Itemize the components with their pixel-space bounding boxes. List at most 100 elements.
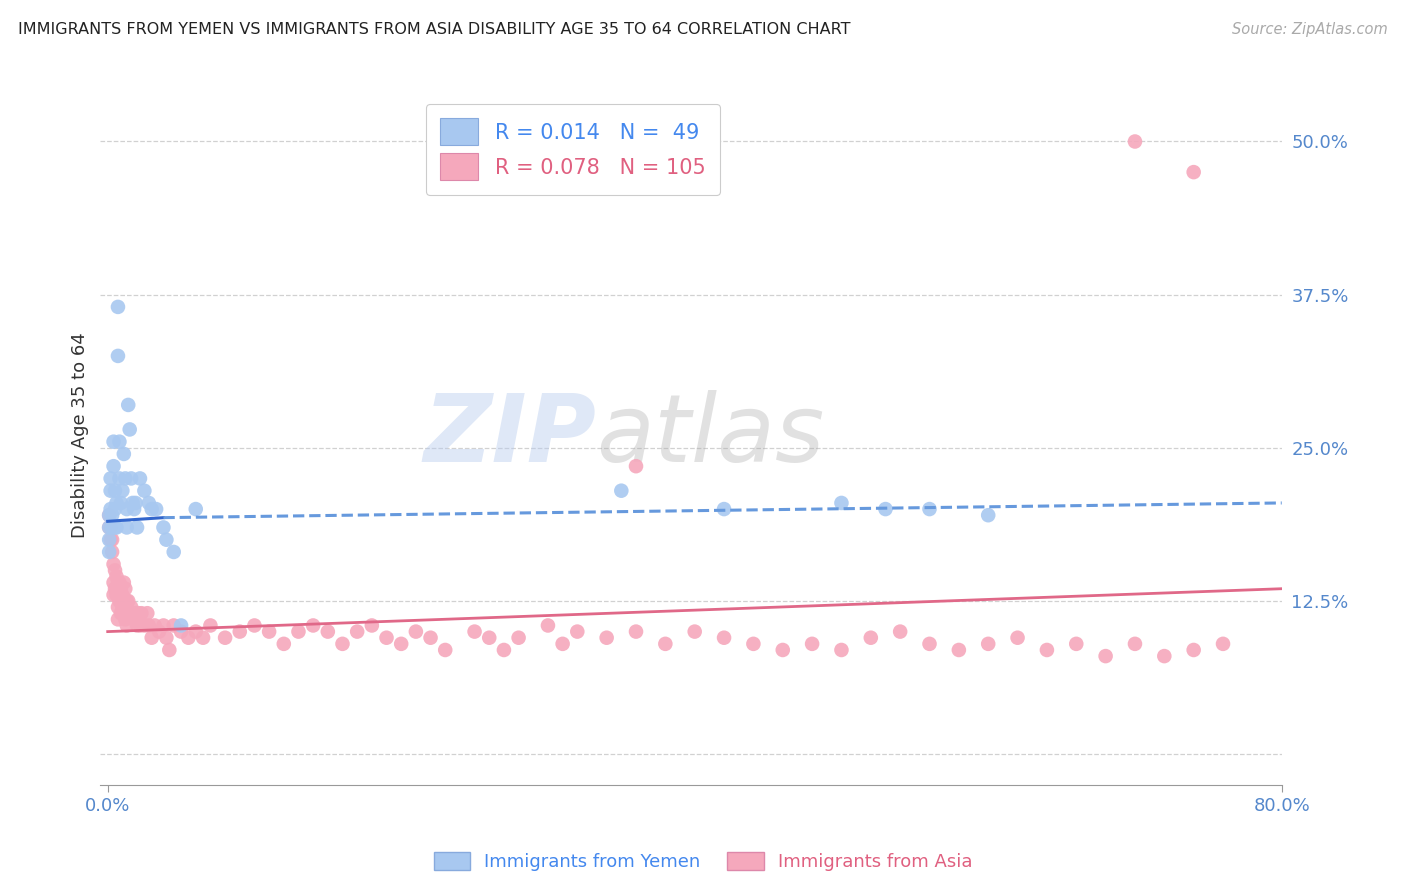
Point	[143, 618, 166, 632]
Point	[1094, 649, 1116, 664]
Point	[551, 637, 574, 651]
Point	[98, 545, 121, 559]
Point	[405, 624, 427, 639]
Point	[287, 624, 309, 639]
Point	[419, 631, 441, 645]
Point	[875, 502, 897, 516]
Point	[713, 502, 735, 516]
Point	[108, 434, 131, 449]
Point	[100, 533, 122, 547]
Point	[128, 606, 150, 620]
Point	[243, 618, 266, 632]
Point	[98, 520, 121, 534]
Point	[624, 459, 647, 474]
Point	[478, 631, 501, 645]
Point	[118, 606, 141, 620]
Point	[98, 533, 121, 547]
Point	[104, 520, 127, 534]
Point	[98, 508, 121, 523]
Point	[801, 637, 824, 651]
Point	[101, 508, 124, 523]
Point	[100, 471, 122, 485]
Point	[200, 618, 222, 632]
Point	[595, 631, 617, 645]
Point	[141, 502, 163, 516]
Point	[105, 588, 128, 602]
Point	[100, 520, 122, 534]
Point	[346, 624, 368, 639]
Point	[138, 496, 160, 510]
Point	[859, 631, 882, 645]
Point	[977, 637, 1000, 651]
Point	[434, 643, 457, 657]
Point	[375, 631, 398, 645]
Point	[229, 624, 252, 639]
Point	[1007, 631, 1029, 645]
Point	[115, 520, 138, 534]
Point	[1182, 643, 1205, 657]
Point	[105, 520, 128, 534]
Point	[100, 483, 122, 498]
Point	[1064, 637, 1087, 651]
Text: atlas: atlas	[596, 390, 825, 481]
Point	[464, 624, 486, 639]
Text: Source: ZipAtlas.com: Source: ZipAtlas.com	[1232, 22, 1388, 37]
Point	[104, 483, 127, 498]
Point	[1036, 643, 1059, 657]
Point	[108, 575, 131, 590]
Point	[98, 508, 121, 523]
Point	[1212, 637, 1234, 651]
Point	[118, 422, 141, 436]
Point	[214, 631, 236, 645]
Legend: R = 0.014   N =  49, R = 0.078   N = 105: R = 0.014 N = 49, R = 0.078 N = 105	[426, 103, 720, 194]
Point	[772, 643, 794, 657]
Point	[111, 483, 134, 498]
Point	[134, 483, 156, 498]
Point	[163, 545, 186, 559]
Point	[115, 594, 138, 608]
Point	[129, 618, 152, 632]
Text: IMMIGRANTS FROM YEMEN VS IMMIGRANTS FROM ASIA DISABILITY AGE 35 TO 64 CORRELATIO: IMMIGRANTS FROM YEMEN VS IMMIGRANTS FROM…	[18, 22, 851, 37]
Point	[103, 434, 125, 449]
Legend: Immigrants from Yemen, Immigrants from Asia: Immigrants from Yemen, Immigrants from A…	[426, 845, 980, 879]
Point	[742, 637, 765, 651]
Y-axis label: Disability Age 35 to 64: Disability Age 35 to 64	[72, 333, 89, 539]
Point	[1182, 165, 1205, 179]
Point	[107, 300, 129, 314]
Point	[918, 502, 941, 516]
Point	[177, 631, 200, 645]
Point	[108, 594, 131, 608]
Point	[138, 618, 160, 632]
Point	[129, 471, 152, 485]
Point	[100, 502, 122, 516]
Point	[124, 606, 146, 620]
Point	[145, 502, 167, 516]
Point	[152, 520, 174, 534]
Point	[157, 643, 180, 657]
Point	[108, 471, 131, 485]
Point	[316, 624, 339, 639]
Point	[121, 496, 143, 510]
Point	[101, 520, 124, 534]
Point	[191, 631, 214, 645]
Point	[184, 502, 207, 516]
Point	[114, 612, 136, 626]
Point	[713, 631, 735, 645]
Point	[110, 496, 132, 510]
Point	[389, 637, 412, 651]
Point	[111, 588, 134, 602]
Point	[103, 588, 125, 602]
Point	[122, 502, 145, 516]
Point	[567, 624, 589, 639]
Point	[117, 594, 139, 608]
Point	[107, 612, 129, 626]
Point	[1123, 637, 1146, 651]
Point	[683, 624, 706, 639]
Point	[114, 582, 136, 596]
Point	[148, 624, 170, 639]
Point	[112, 575, 135, 590]
Point	[492, 643, 515, 657]
Point	[105, 569, 128, 583]
Point	[155, 631, 177, 645]
Point	[122, 612, 145, 626]
